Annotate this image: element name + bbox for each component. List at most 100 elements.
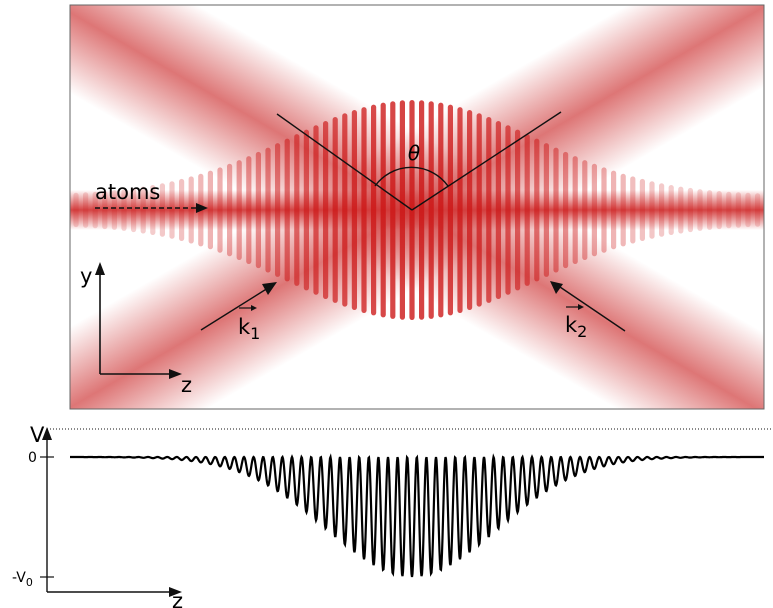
fringe xyxy=(591,163,597,257)
fringe xyxy=(159,183,165,237)
potential-vertical-axis-head xyxy=(42,427,52,440)
z-axis-label: z xyxy=(181,373,192,397)
fringe xyxy=(486,117,492,303)
fringe xyxy=(495,121,501,299)
fringe xyxy=(611,170,617,250)
fringe xyxy=(83,192,89,228)
atom-beam xyxy=(70,190,764,230)
fringe xyxy=(515,129,521,291)
fringe xyxy=(73,192,79,228)
fringe xyxy=(563,151,569,269)
fringe xyxy=(716,191,722,230)
fringe xyxy=(246,156,252,264)
fringe xyxy=(217,167,223,253)
fringe xyxy=(131,187,137,233)
fringe xyxy=(351,110,357,310)
atoms-arrow-head xyxy=(196,203,208,213)
fringe xyxy=(659,183,665,237)
fringe xyxy=(755,193,761,227)
fringe xyxy=(92,191,98,229)
fringe xyxy=(179,178,185,241)
fringe xyxy=(447,104,453,316)
fringe xyxy=(111,190,117,230)
fringe xyxy=(265,147,271,273)
y-axis-label: y xyxy=(80,264,92,288)
fringe xyxy=(294,134,300,286)
k2-vector-mark-head xyxy=(578,304,584,310)
beam-direction-line-right xyxy=(411,111,562,211)
k1-vector-mark-head xyxy=(251,305,257,311)
fringe xyxy=(188,176,194,244)
fringe xyxy=(649,181,655,239)
zero-label: 0 xyxy=(28,450,37,466)
fringe xyxy=(332,117,338,303)
fringe xyxy=(524,134,530,286)
fringe xyxy=(419,100,425,320)
fringe xyxy=(207,170,213,250)
neg-v0-label: -V0 xyxy=(12,570,33,589)
k1-label: k1 xyxy=(238,315,260,343)
potential-panel: V 0 -V0 z xyxy=(12,423,773,608)
fringe xyxy=(342,113,348,307)
fringe xyxy=(361,107,367,313)
fringe xyxy=(399,100,405,320)
fringe xyxy=(121,189,127,231)
fringe xyxy=(553,147,559,273)
potential-curve xyxy=(70,453,764,578)
fringe xyxy=(543,143,549,277)
fringe xyxy=(630,176,636,244)
fringe xyxy=(668,185,674,235)
fringe xyxy=(457,107,463,313)
fringe xyxy=(572,156,578,264)
fringe xyxy=(102,191,108,230)
fringe xyxy=(687,187,693,233)
k2-arrow xyxy=(559,286,626,332)
fringe xyxy=(620,173,626,247)
fringe xyxy=(505,125,511,295)
k1-arrow-head xyxy=(262,282,277,295)
y-axis-arrow-head xyxy=(95,262,105,275)
fringe xyxy=(601,167,607,253)
fringe xyxy=(140,186,146,234)
fringe xyxy=(255,151,261,269)
z-axis-arrow-head xyxy=(169,369,182,379)
fringe xyxy=(726,191,732,229)
theta-label: θ xyxy=(408,141,420,165)
fringe xyxy=(476,113,482,307)
fringe xyxy=(678,186,684,234)
fringe xyxy=(275,143,281,277)
fringe xyxy=(284,138,290,282)
k2-label: k2 xyxy=(565,313,587,341)
fringe xyxy=(697,189,703,231)
fringe xyxy=(380,102,386,318)
fringe xyxy=(323,121,329,299)
fringe xyxy=(745,192,751,228)
fringe xyxy=(735,192,741,228)
fringe xyxy=(371,104,377,316)
potential-z-label: z xyxy=(172,589,183,608)
fringe xyxy=(150,185,156,235)
fringe xyxy=(227,163,233,257)
fringe xyxy=(534,138,540,282)
atoms-label: atoms xyxy=(95,180,160,204)
fringe xyxy=(639,178,645,241)
interference-fringes xyxy=(64,100,761,320)
fringe xyxy=(236,160,242,260)
fringe xyxy=(169,181,175,239)
fringe xyxy=(438,102,444,318)
beam-direction-line-left xyxy=(276,113,413,211)
k2-arrow-head xyxy=(550,281,563,294)
fringe xyxy=(303,129,309,291)
fringe xyxy=(390,101,396,319)
fringe xyxy=(467,110,473,310)
theta-arc xyxy=(374,166,449,187)
fringe xyxy=(428,101,434,319)
fringe xyxy=(313,125,319,295)
fringe xyxy=(64,193,69,227)
fringe xyxy=(707,190,713,230)
k1-arrow xyxy=(200,287,269,331)
potential-V-label: V xyxy=(30,423,45,447)
panel-frame xyxy=(69,4,765,410)
potential-horizontal-axis-head xyxy=(169,587,182,597)
